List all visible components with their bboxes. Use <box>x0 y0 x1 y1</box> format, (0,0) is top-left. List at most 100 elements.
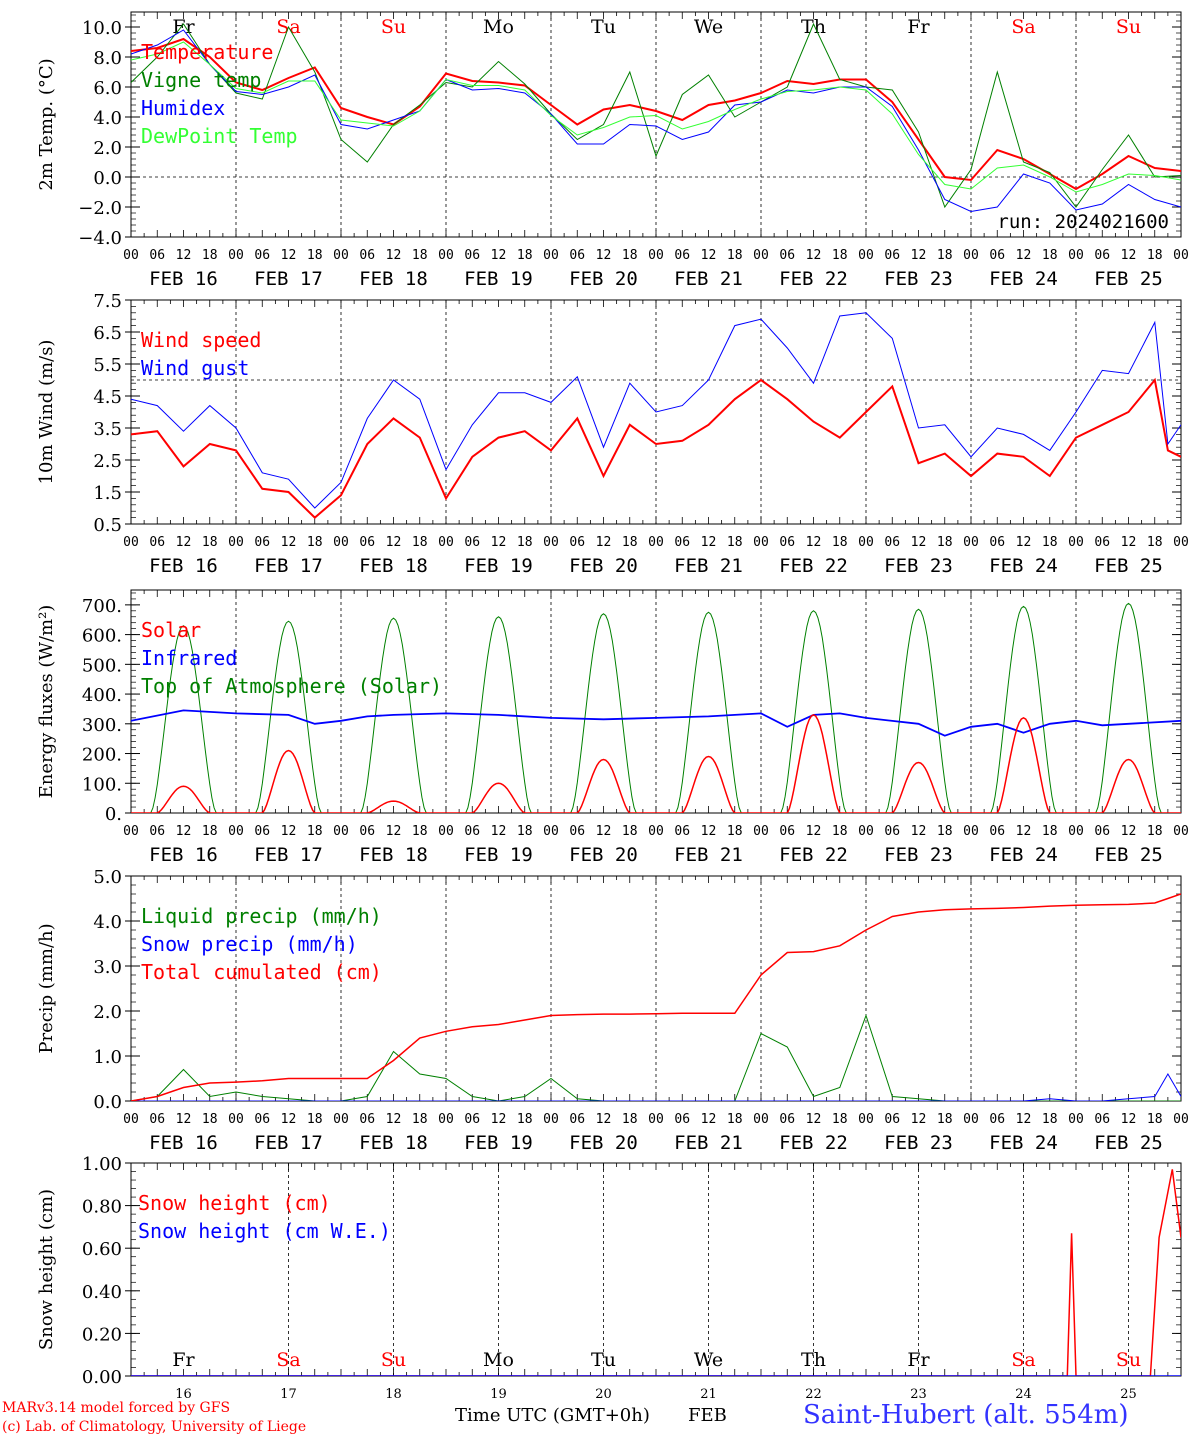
y-tick-label: 2.0 <box>93 1002 122 1023</box>
hour-label: 00 <box>753 248 769 263</box>
hour-label: 06 <box>569 248 585 263</box>
series-group <box>131 1169 1181 1376</box>
infrared-line <box>131 709 1181 737</box>
weekday-label: Fr <box>172 1349 195 1371</box>
date-label: FEB 19 <box>464 844 533 866</box>
weekday-label: Tu <box>591 16 616 38</box>
y-tick-label: 4.0 <box>93 912 122 933</box>
date-label: FEB 25 <box>1094 555 1163 577</box>
panel-5: 1.00 0.80 0.60 0.40 0.20 0.00 Snow height (cm)… <box>36 1154 1182 1402</box>
series-group <box>131 893 1181 1101</box>
legend-entry: Wind speed <box>141 328 261 352</box>
station-title: Saint-Hubert (alt. 554m) <box>803 1400 1129 1430</box>
hour-label: 00 <box>648 824 664 839</box>
hour-label: 06 <box>989 535 1005 550</box>
hour-label: 18 <box>832 248 848 263</box>
hour-label: 12 <box>701 248 717 263</box>
date-label: FEB 18 <box>359 555 428 577</box>
toa-solar-line <box>131 602 1181 813</box>
hour-label: 00 <box>123 824 139 839</box>
legend-entry: Snow height (cm) <box>138 1191 331 1215</box>
date-label: FEB 17 <box>254 1132 323 1154</box>
date-label: FEB 22 <box>779 844 848 866</box>
hour-label: 00 <box>858 1112 874 1127</box>
hour-label: 18 <box>832 1112 848 1127</box>
weekday-label: Su <box>1116 1349 1141 1371</box>
y-tick-label: 3.5 <box>93 419 122 440</box>
date-label: FEB 21 <box>674 555 743 577</box>
weekday-label: Mo <box>483 1349 514 1371</box>
hour-label: 12 <box>491 535 507 550</box>
hour-label: 06 <box>779 824 795 839</box>
date-label: FEB 25 <box>1094 844 1163 866</box>
hour-label: 00 <box>543 535 559 550</box>
hour-label: 18 <box>412 824 428 839</box>
hour-label: 00 <box>963 535 979 550</box>
date-label: FEB 19 <box>464 1132 533 1154</box>
hour-label: 12 <box>596 248 612 263</box>
y-tick-label: 6.5 <box>93 323 122 344</box>
hour-label: 00 <box>543 824 559 839</box>
date-label: FEB 22 <box>779 1132 848 1154</box>
date-label: FEB 16 <box>149 268 218 290</box>
series-line-4 <box>131 41 1181 193</box>
hour-label: 06 <box>674 535 690 550</box>
hour-label: 06 <box>884 248 900 263</box>
hour-label: 18 <box>307 535 323 550</box>
hour-label: 00 <box>1068 248 1084 263</box>
y-tick-label: 4.5 <box>93 387 122 408</box>
hour-label: 00 <box>963 824 979 839</box>
day-number-label: 21 <box>700 1387 717 1402</box>
hour-label: 18 <box>727 1112 743 1127</box>
series-line-3 <box>131 29 1181 213</box>
hour-label: 12 <box>176 535 192 550</box>
series-line-2 <box>131 22 1181 209</box>
hour-label: 18 <box>832 824 848 839</box>
hour-label: 12 <box>911 248 927 263</box>
hour-label: 06 <box>989 1112 1005 1127</box>
y-tick-label: 10.0 <box>82 18 122 39</box>
series-line-1 <box>131 1169 1181 1376</box>
hour-label: 00 <box>333 535 349 550</box>
hour-label: 06 <box>1094 1112 1110 1127</box>
run-label: run: 2024021600 <box>997 211 1169 233</box>
hour-label: 12 <box>1016 535 1032 550</box>
legend-entry: Wind gust <box>141 356 249 380</box>
hour-label: 06 <box>884 1112 900 1127</box>
hour-label: 18 <box>307 1112 323 1127</box>
hour-label: 12 <box>176 824 192 839</box>
y-tick-label: 600. <box>82 626 122 647</box>
hour-label: 00 <box>753 824 769 839</box>
hour-label: 00 <box>648 248 664 263</box>
hour-label: 12 <box>386 824 402 839</box>
panel-1: 10.0 8.0 6.0 4.0 2.0 0.0 −2.0 −4.0 2m Temp. (°C)… <box>36 11 1189 290</box>
legend-entry: Solar <box>141 618 201 642</box>
date-label: FEB 16 <box>149 555 218 577</box>
hour-label: 12 <box>491 824 507 839</box>
hour-label: 12 <box>1121 824 1137 839</box>
date-label: FEB 19 <box>464 555 533 577</box>
hour-label: 00 <box>1068 535 1084 550</box>
weekday-label: Fr <box>907 16 930 38</box>
hour-label: 00 <box>123 535 139 550</box>
y-axis-label: Snow height (cm) <box>36 1189 57 1350</box>
hour-label: 12 <box>701 1112 717 1127</box>
hour-label: 18 <box>622 535 638 550</box>
hour-label: 00 <box>1173 248 1189 263</box>
legend-entry: Snow height (cm W.E.) <box>138 1219 391 1243</box>
hour-label: 12 <box>911 824 927 839</box>
weekday-label: We <box>694 1349 723 1371</box>
date-label: FEB 21 <box>674 1132 743 1154</box>
hour-label: 18 <box>1147 824 1163 839</box>
weekday-label: We <box>694 16 723 38</box>
weekday-label: Sa <box>276 1349 300 1371</box>
hour-label: 18 <box>1147 535 1163 550</box>
hour-label: 06 <box>674 1112 690 1127</box>
hour-label: 00 <box>438 1112 454 1127</box>
y-tick-label: 2.5 <box>93 451 122 472</box>
hour-label: 00 <box>333 824 349 839</box>
hour-label: 06 <box>779 248 795 263</box>
weekday-label: Su <box>381 16 406 38</box>
y-axis-label: 10m Wind (m/s) <box>36 340 57 485</box>
hour-label: 00 <box>1173 824 1189 839</box>
